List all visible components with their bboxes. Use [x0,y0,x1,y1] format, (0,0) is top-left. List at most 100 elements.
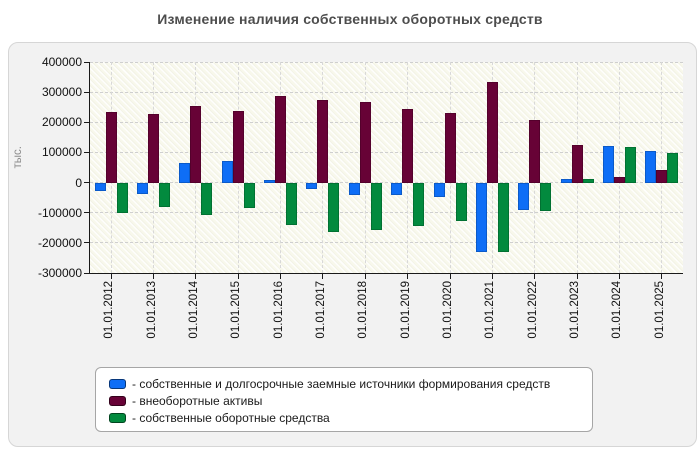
bar-working-capital-01.01.2024 [624,147,636,183]
x-tick [449,274,451,279]
bar-assets-01.01.2023 [571,144,583,183]
x-tick-label: 01.01.2015 [230,281,243,339]
x-tick [491,274,493,279]
y-tick [84,61,89,63]
y-tick [84,242,89,244]
x-tick [407,274,409,279]
y-gridline [90,91,683,93]
x-gridline [618,62,620,273]
bar-working-capital-01.01.2012 [116,182,128,213]
bar-sources-01.01.2013 [137,182,149,195]
y-gridline [90,242,683,244]
y-tick-label: 200000 [41,115,82,130]
chart-title: Изменение наличия собственных оборотных … [157,11,543,27]
bar-sources-01.01.2021 [475,182,487,253]
x-tick [322,274,324,279]
x-tick-label: 01.01.2024 [611,281,624,339]
y-tick-label: -200000 [37,235,82,250]
bar-working-capital-01.01.2025 [667,152,679,183]
y-tick [84,91,89,93]
x-tick [534,274,536,279]
x-tick [237,274,239,279]
bar-assets-01.01.2014 [190,105,202,183]
x-tick [195,274,197,279]
y-tick-label: 300000 [41,85,82,100]
legend-label-working-capital: - собственные оборотные средства [132,410,330,425]
bar-sources-01.01.2025 [645,151,657,183]
x-tick [661,274,663,279]
x-tick-label: 01.01.2021 [484,281,497,339]
legend-item-working-capital: - собственные оборотные средства [109,409,582,426]
bar-assets-01.01.2012 [105,112,117,183]
y-gridline [90,61,683,63]
x-tick-label: 01.01.2012 [103,281,116,339]
x-tick-label: 01.01.2018 [357,281,370,339]
bar-assets-01.01.2025 [656,170,668,183]
x-tick [618,274,620,279]
y-tick-label: 100000 [41,145,82,160]
x-tick-label: 01.01.2025 [653,281,666,339]
bar-sources-01.01.2014 [179,162,191,183]
legend-swatch-working-capital [109,412,126,423]
y-tick [84,151,89,153]
y-gridline [90,182,683,184]
bar-working-capital-01.01.2014 [201,182,213,216]
bar-working-capital-01.01.2021 [497,182,509,253]
plot-area [89,62,683,274]
bar-assets-01.01.2017 [317,100,329,183]
bar-sources-01.01.2019 [391,182,403,195]
bar-sources-01.01.2017 [306,182,318,190]
x-tick [280,274,282,279]
bar-assets-01.01.2016 [275,96,287,183]
x-tick-label: 01.01.2017 [314,281,327,339]
x-tick [110,274,112,279]
legend: - собственные и долгосрочные заемные ист… [95,367,593,432]
y-gridline [90,121,683,123]
x-tick-label: 01.01.2014 [187,281,200,339]
bar-sources-01.01.2020 [433,182,445,198]
bar-sources-01.01.2018 [348,182,360,195]
bar-working-capital-01.01.2017 [328,182,340,232]
y-tick-label: 400000 [41,55,82,69]
bar-working-capital-01.01.2020 [455,182,467,222]
bar-assets-01.01.2015 [232,110,244,183]
bar-assets-01.01.2021 [486,82,498,183]
bar-working-capital-01.01.2019 [413,182,425,226]
bar-sources-01.01.2016 [264,180,276,183]
legend-item-assets: - внеоборотные активы [109,392,582,409]
x-tick-label: 01.01.2020 [442,281,455,339]
bar-working-capital-01.01.2022 [540,182,552,211]
y-gridline [90,151,683,153]
bar-working-capital-01.01.2016 [286,182,298,225]
x-tick [576,274,578,279]
y-tick [84,182,89,184]
bar-sources-01.01.2015 [221,161,233,183]
y-tick-label: 0 [75,175,82,190]
legend-label-assets: - внеоборотные активы [132,393,263,408]
bar-working-capital-01.01.2018 [370,182,382,230]
x-gridline [661,62,663,273]
bar-assets-01.01.2024 [613,176,625,183]
bar-sources-01.01.2023 [560,178,572,183]
bar-assets-01.01.2018 [359,102,371,183]
bar-working-capital-01.01.2023 [582,179,594,183]
bar-assets-01.01.2022 [529,120,541,183]
x-tick-label: 01.01.2019 [399,281,412,339]
legend-label-sources: - собственные и долгосрочные заемные ист… [132,376,551,391]
bar-assets-01.01.2019 [402,108,414,183]
legend-swatch-sources [109,378,126,389]
y-tick-label: -300000 [37,266,82,280]
bar-sources-01.01.2024 [602,146,614,183]
bar-sources-01.01.2022 [518,182,530,210]
legend-item-sources: - собственные и долгосрочные заемные ист… [109,375,582,392]
bar-working-capital-01.01.2013 [159,182,171,207]
x-tick [364,274,366,279]
bar-sources-01.01.2012 [94,182,106,191]
x-tick-label: 01.01.2016 [272,281,285,339]
bar-working-capital-01.01.2015 [243,182,255,209]
y-tick-label: -100000 [37,205,82,220]
x-tick-label: 01.01.2022 [526,281,539,339]
x-tick-label: 01.01.2013 [145,281,158,339]
legend-swatch-assets [109,395,126,406]
